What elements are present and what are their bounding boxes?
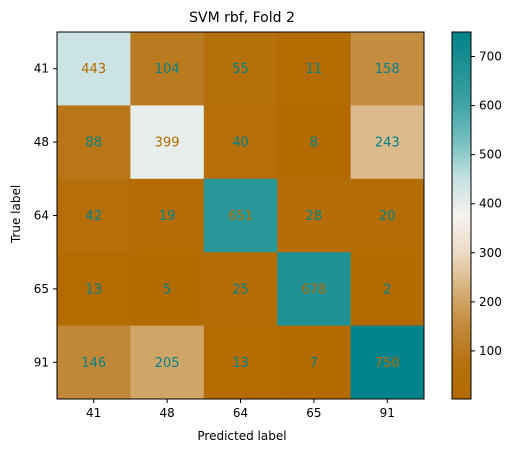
cell-value-label: 55	[232, 62, 249, 77]
x-axis-ticks: 41 48 64 65 91	[86, 399, 395, 420]
cell-value-label: 11	[306, 62, 323, 77]
y-tick-label: 48	[34, 135, 49, 149]
heatmap-cell-r3-c3	[277, 252, 352, 327]
heatmap-cell-r0-c3	[277, 32, 352, 106]
x-axis-label: Predicted label	[197, 429, 286, 443]
heatmap-cell-r3-c4	[350, 252, 425, 327]
heatmap-cell-r2-c2	[203, 178, 278, 253]
x-tick-label: 91	[380, 406, 395, 420]
heatmap-cell-r4-c1	[130, 325, 205, 400]
heatmap-cell-r0-c4	[350, 32, 425, 106]
cell-value-label: 399	[155, 136, 180, 151]
y-tick-label: 65	[34, 282, 49, 296]
cell-value-label: 7	[310, 356, 318, 371]
cell-value-label: 40	[232, 136, 249, 151]
x-tick-label: 64	[233, 406, 248, 420]
heatmap-cell-r4-c3	[277, 325, 352, 400]
x-tick-label: 41	[86, 406, 101, 420]
cell-value-label: 146	[81, 356, 106, 371]
cell-value-label: 20	[379, 209, 396, 224]
heatmap-cell-r2-c4	[350, 178, 425, 253]
y-tick-label: 91	[34, 355, 49, 369]
heatmap-cell-r1-c2	[203, 105, 278, 180]
cell-value-label: 5	[163, 282, 171, 297]
y-tick-label: 41	[34, 62, 49, 76]
x-tick-label: 65	[306, 406, 321, 420]
colorbar-tick-label: 500	[479, 148, 502, 162]
cell-value-label: 243	[375, 136, 400, 151]
colorbar-ticks: 100 200 300 400 500 600 700	[471, 50, 502, 358]
cell-value-label: 25	[232, 282, 249, 297]
cell-value-label: 2	[383, 282, 391, 297]
heatmap-cell-r0-c0	[57, 32, 131, 106]
colorbar-tick-label: 300	[479, 246, 502, 260]
heatmap-cell-r4-c0	[57, 325, 131, 400]
y-tick-label: 64	[34, 209, 49, 223]
chart-title: SVM rbf, Fold 2	[189, 10, 295, 26]
heatmap-cell-r4-c4	[350, 325, 425, 400]
cell-value-label: 28	[306, 209, 323, 224]
cell-value-label: 205	[155, 356, 180, 371]
heatmap-cell-r1-c4	[350, 105, 425, 180]
heatmap-cell-r4-c2	[203, 325, 278, 400]
heatmap-cell-r1-c0	[57, 105, 131, 180]
cell-value-label: 104	[155, 62, 180, 77]
y-axis-label: True label	[9, 185, 23, 244]
cell-value-label: 42	[85, 209, 102, 224]
heatmap-cell-r3-c0	[57, 252, 131, 327]
y-axis-ticks: 41 48 64 65 91	[34, 62, 57, 369]
heatmap-cell-r2-c3	[277, 178, 352, 253]
colorbar	[452, 32, 471, 399]
heatmap-cells: 443 104 55 11 158 88 399 40 8 243 42 19 651 28 20 13 5 25…	[57, 32, 425, 400]
cell-value-label: 88	[85, 136, 102, 151]
cell-value-label: 651	[228, 209, 253, 224]
colorbar-frame	[451, 31, 472, 400]
colorbar-tick-label: 100	[479, 344, 502, 358]
heatmap-cell-r0-c1	[130, 32, 205, 106]
colorbar-tick-label: 600	[479, 99, 502, 113]
cell-value-label: 8	[310, 136, 318, 151]
colorbar-tick-label: 700	[479, 50, 502, 64]
heatmap-cell-r2-c1	[130, 178, 205, 253]
heatmap-cell-r1-c1	[130, 105, 205, 180]
cell-value-label: 158	[375, 62, 400, 77]
heatmap-cell-r3-c1	[130, 252, 205, 327]
cell-value-label: 19	[159, 209, 176, 224]
heatmap-cell-r0-c2	[203, 32, 278, 106]
cell-value-label: 443	[81, 62, 106, 77]
heatmap-cell-r3-c2	[203, 252, 278, 327]
cell-value-label: 13	[232, 356, 249, 371]
heatmap-cell-r2-c0	[57, 178, 131, 253]
cell-value-label: 678	[301, 282, 326, 297]
cell-value-label: 13	[85, 282, 102, 297]
heatmap-cell-r1-c3	[277, 105, 352, 180]
colorbar-tick-label: 200	[479, 295, 502, 309]
cell-value-label: 750	[375, 356, 400, 371]
x-tick-label: 48	[159, 406, 174, 420]
colorbar-tick-label: 400	[479, 197, 502, 211]
